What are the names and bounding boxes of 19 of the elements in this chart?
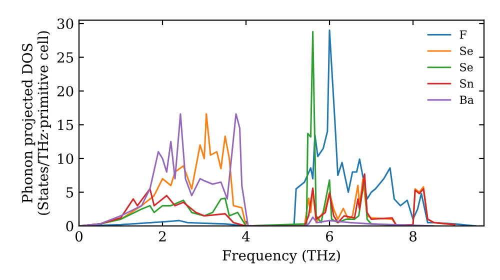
legend-label: Sn: [460, 79, 474, 88]
y-tick-label: 10: [58, 153, 74, 164]
y-tick-label: 25: [57, 52, 74, 63]
x-tick-label: 2: [159, 231, 166, 242]
legend-label: Se: [460, 62, 473, 72]
y-tick-label: 20: [57, 86, 74, 96]
legend-label: Ba: [460, 96, 474, 104]
x-tick-label: 4: [242, 231, 250, 242]
y-tick-label: 30: [58, 18, 74, 30]
x-tick-label: 0: [75, 231, 82, 242]
legend-label: Se: [460, 46, 473, 56]
legend-label: F: [460, 30, 466, 39]
y-axis-title: Phonon projected DOS (States/THz·primitive cell): [22, 31, 51, 215]
y-tick-label: 5: [66, 187, 74, 198]
x-tick-label: 6: [326, 231, 334, 242]
y-tick-label: 0: [66, 220, 74, 232]
x-axis-title: Frequency (THz): [222, 250, 340, 264]
y-tick-label: 15: [58, 120, 74, 130]
x-tick-label: 8: [410, 231, 417, 242]
